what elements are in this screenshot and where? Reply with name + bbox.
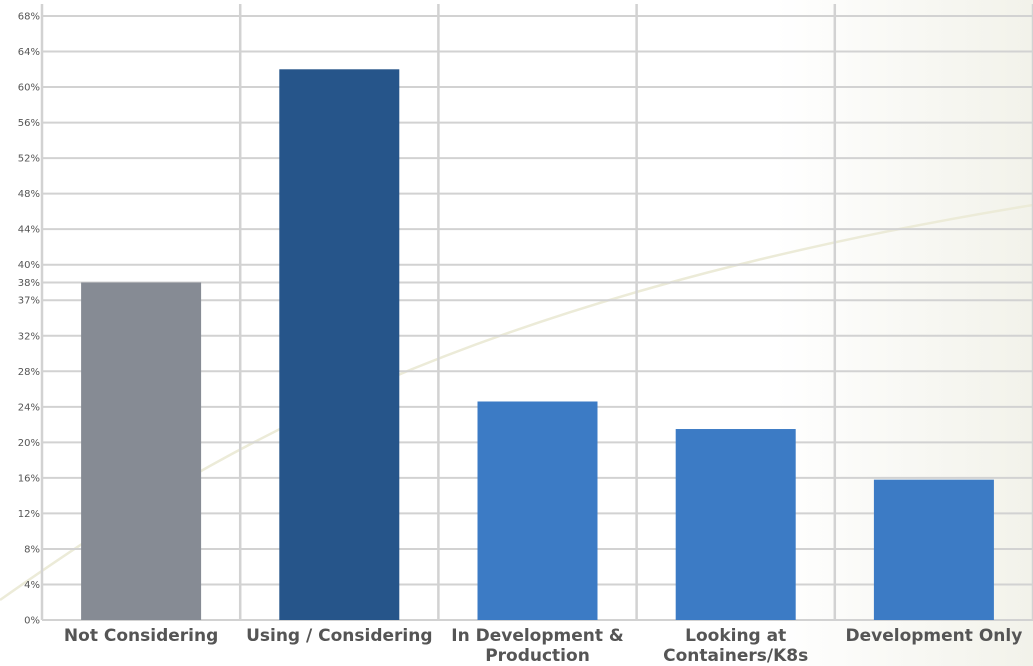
bar: [279, 69, 400, 620]
x-category-label: Not Considering: [64, 626, 218, 646]
x-axis-labels: Not Considering Using / Considering In Dev…: [64, 626, 1022, 666]
y-tick-label: 48%: [18, 189, 40, 200]
y-tick-label: 24%: [18, 402, 40, 413]
x-category-label: Looking at: [685, 626, 786, 646]
y-tick-label: 40%: [18, 260, 40, 271]
bar: [873, 479, 994, 620]
y-tick-label: 32%: [18, 331, 40, 342]
y-tick-label: 16%: [18, 473, 40, 484]
y-tick-label: 68%: [18, 12, 40, 23]
y-tick-label: 8%: [24, 544, 40, 555]
bar: [81, 282, 202, 620]
y-tick-label: 44%: [18, 225, 40, 236]
x-category-label: Containers/K8s: [663, 646, 808, 666]
bar: [675, 429, 796, 620]
y-tick-label: 4%: [24, 580, 40, 591]
y-tick-label: 0%: [24, 616, 40, 627]
y-tick-label: 56%: [18, 118, 40, 129]
x-category-label: In Development &: [451, 626, 624, 646]
y-tick-label: 28%: [18, 367, 40, 378]
x-category-label: Using / Considering: [246, 626, 432, 646]
y-tick-label: 60%: [18, 83, 40, 94]
x-category-label: Development Only: [846, 626, 1023, 646]
y-tick-label: 38%: [18, 278, 40, 289]
y-tick-label: 64%: [18, 47, 40, 58]
y-tick-label: 52%: [18, 154, 40, 165]
y-tick-label: 12%: [18, 509, 40, 520]
bars: [81, 69, 994, 620]
grid-lines: [40, 4, 1033, 621]
y-tick-label: 20%: [18, 438, 40, 449]
y-axis-ticks: 0% 4% 8% 12% 16% 20% 24% 28% 32% 37% 38% 40% 44% 48% 5…: [18, 12, 40, 627]
bar: [477, 401, 598, 620]
y-tick-label: 37%: [18, 296, 40, 307]
x-category-label: Production: [485, 646, 590, 666]
